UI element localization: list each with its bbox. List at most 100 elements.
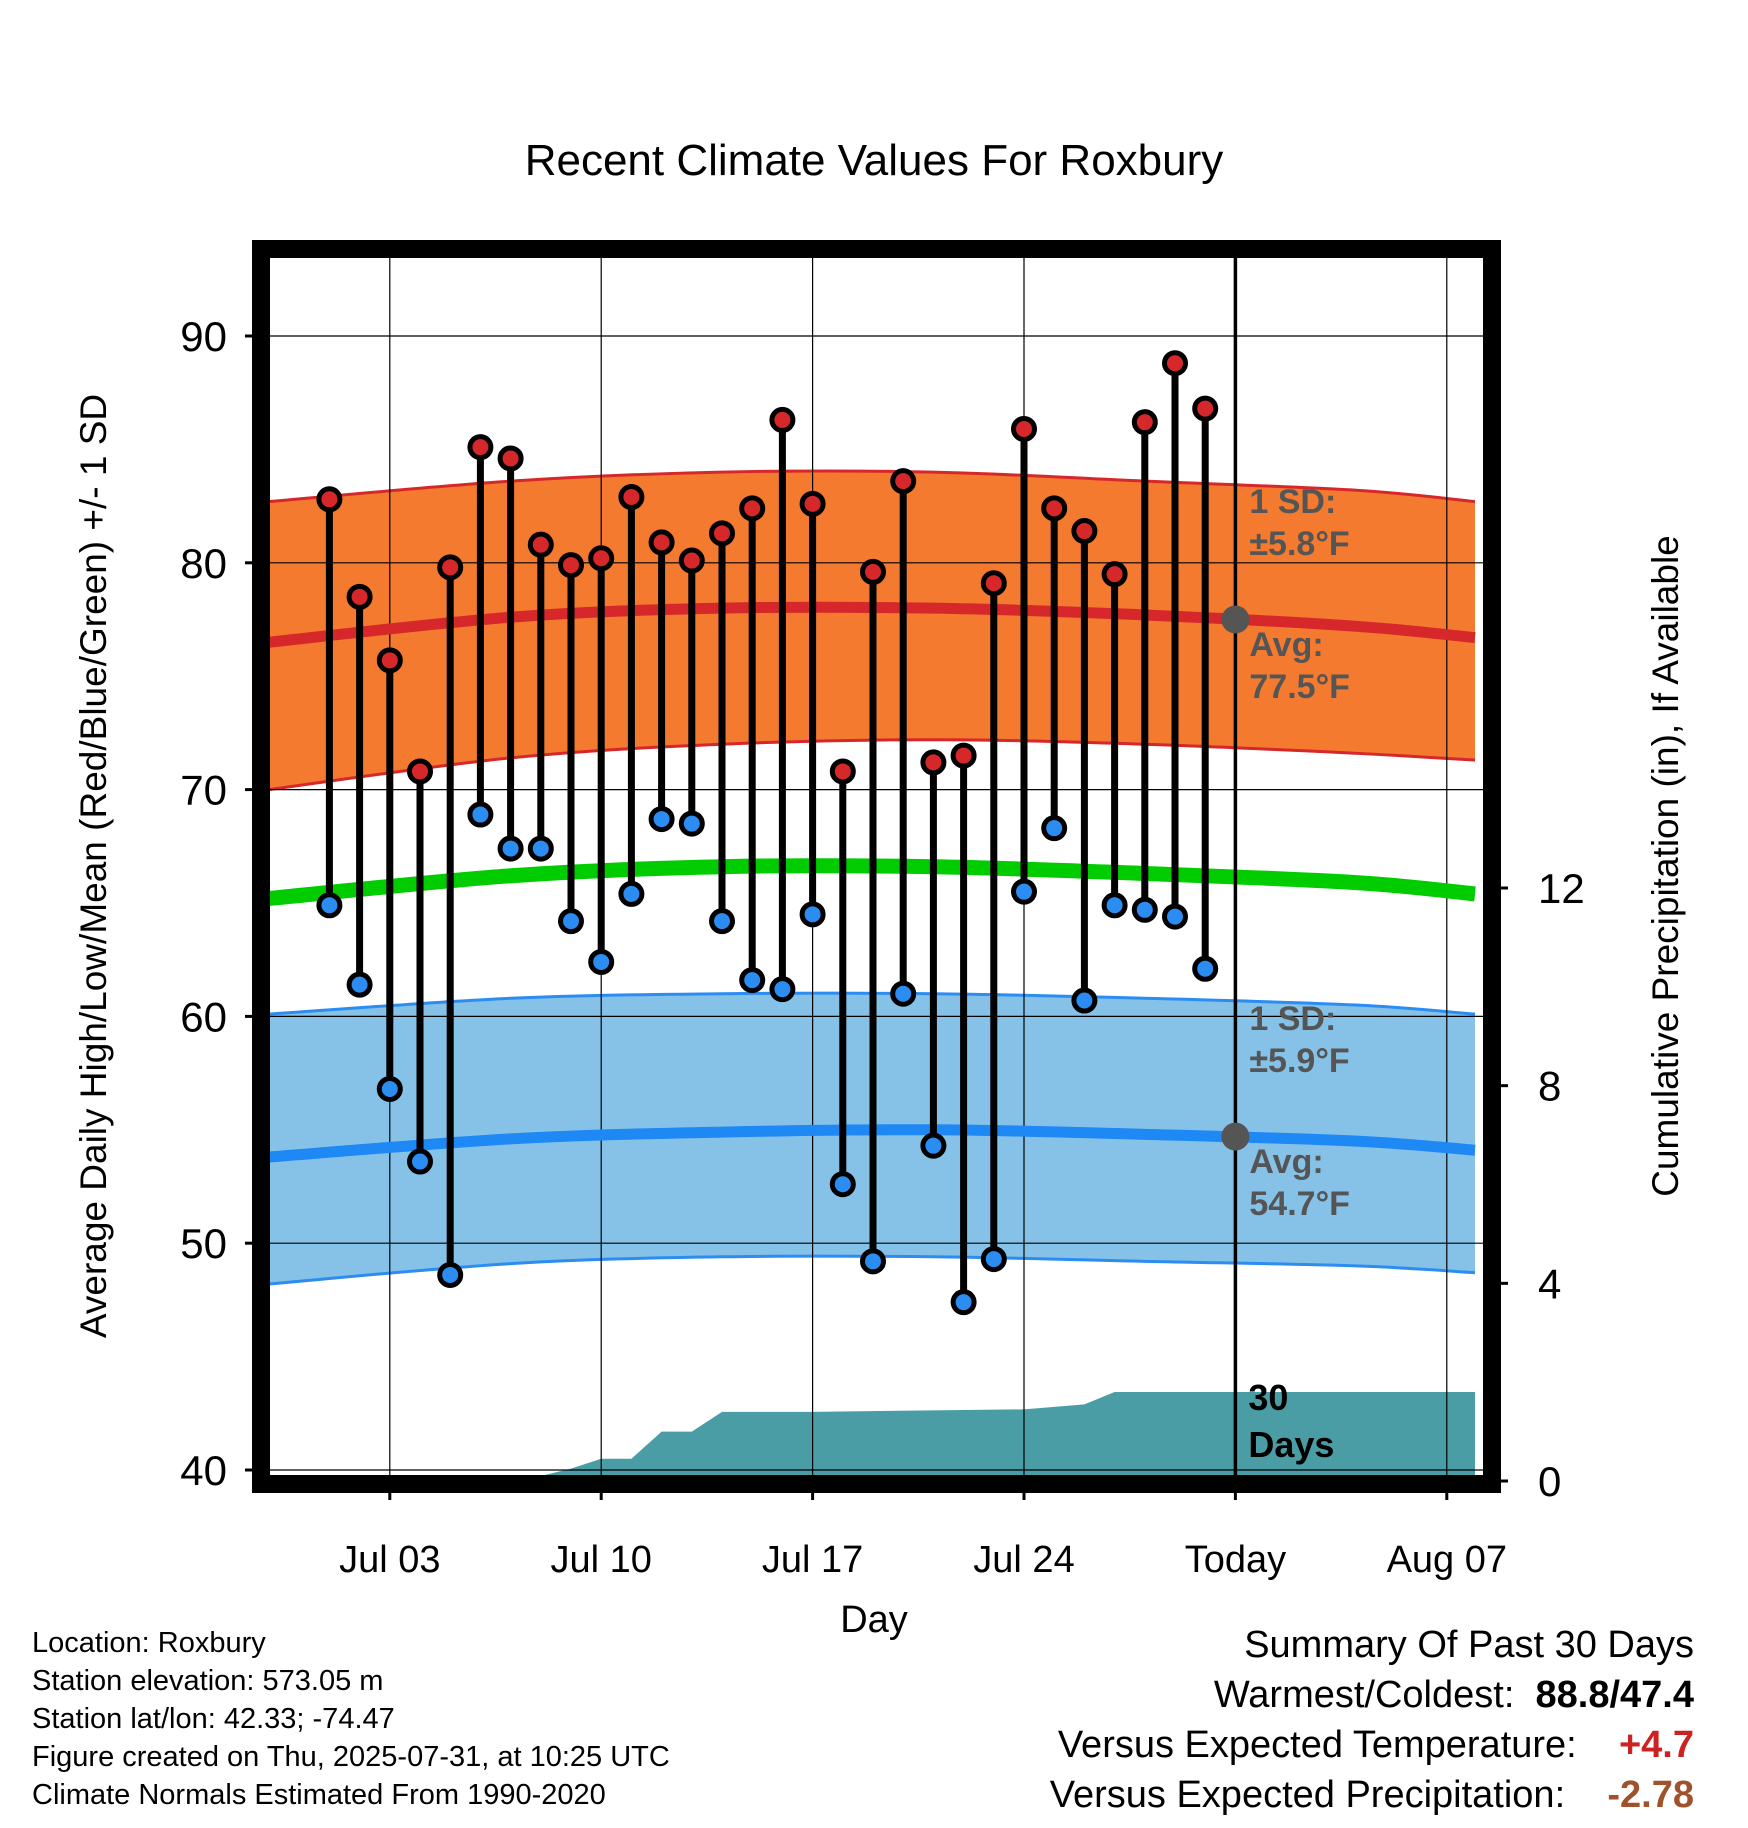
high-point bbox=[1101, 561, 1128, 588]
low-point bbox=[346, 971, 373, 998]
high-normal-line bbox=[268, 601, 1476, 648]
x-tick-label: Jul 17 bbox=[762, 1539, 863, 1581]
low-point bbox=[1192, 955, 1219, 982]
high-point bbox=[1192, 395, 1219, 422]
low-point bbox=[1041, 815, 1068, 842]
station-info: Location: Roxbury Station elevation: 573… bbox=[32, 1624, 670, 1814]
elevation-text: Station elevation: 573.05 m bbox=[32, 1665, 384, 1697]
low-avg-label: Avg: bbox=[1249, 1143, 1323, 1181]
high-point bbox=[769, 406, 796, 433]
created-text: Figure created on Thu, 2025-07-31, at 10… bbox=[32, 1741, 670, 1773]
high-point bbox=[376, 647, 403, 674]
high-lower-edge bbox=[268, 738, 1476, 792]
low-point bbox=[890, 980, 917, 1007]
temp-departure-label: Versus Expected Temperature: bbox=[1057, 1724, 1577, 1766]
chart-title: Recent Climate Values For Roxbury bbox=[525, 136, 1224, 185]
low-point bbox=[769, 976, 796, 1003]
low-point bbox=[709, 908, 735, 935]
sd-annotations: 1 SD: ±5.8°F Avg: 77.5°F 1 SD: ±5.9°F Avg: 54.7… bbox=[1221, 483, 1350, 1465]
low-point bbox=[1131, 896, 1158, 923]
low-point bbox=[678, 810, 705, 837]
precip-departure-row: Versus Expected Precipitation: -2.78 bbox=[1050, 1770, 1694, 1820]
low-point bbox=[497, 835, 524, 862]
low-point bbox=[1071, 987, 1098, 1014]
precip-area bbox=[269, 1392, 1475, 1481]
low-point bbox=[437, 1261, 464, 1288]
high-point bbox=[890, 468, 917, 495]
high-point bbox=[316, 486, 343, 513]
high-point bbox=[1071, 518, 1098, 545]
daily-stems bbox=[325, 363, 1209, 1303]
y-tick-label: 90 bbox=[180, 313, 227, 360]
high-point bbox=[558, 552, 584, 579]
precip-departure-label: Versus Expected Precipitation: bbox=[1049, 1774, 1566, 1816]
window-label-top: 30 bbox=[1248, 1377, 1288, 1418]
low-point bbox=[376, 1075, 403, 1102]
low-today-marker bbox=[1221, 1122, 1250, 1151]
summary-panel: Summary Of Past 30 Days Warmest/Coldest:… bbox=[1050, 1620, 1694, 1820]
high-point bbox=[648, 529, 675, 556]
x-axis-label: Day bbox=[840, 1599, 908, 1641]
low-point bbox=[558, 908, 584, 935]
high-point bbox=[467, 434, 494, 461]
x-tick-label: Aug 07 bbox=[1387, 1539, 1507, 1581]
high-point bbox=[437, 554, 464, 581]
daily-dots bbox=[316, 350, 1219, 1316]
y2-tick-label: 4 bbox=[1538, 1260, 1561, 1307]
warmest-coldest-label: Warmest/Coldest: bbox=[1213, 1674, 1515, 1716]
x-tick-label: Today bbox=[1185, 1539, 1286, 1581]
high-point bbox=[920, 749, 947, 776]
low-point bbox=[739, 967, 766, 994]
x-tick-label: Jul 10 bbox=[550, 1539, 651, 1581]
high-avg-value: 77.5°F bbox=[1249, 668, 1350, 706]
low-point bbox=[648, 806, 675, 833]
low-point bbox=[588, 948, 615, 975]
axes: 40 50 60 70 80 90 0 4 8 12 Jul 03 Jul 10 Jul 17 Jul 2… bbox=[180, 313, 1584, 1581]
window-label-bottom: Days bbox=[1248, 1424, 1334, 1465]
temp-departure-row: Versus Expected Temperature: +4.7 bbox=[1050, 1720, 1694, 1770]
high-today-marker bbox=[1221, 605, 1250, 634]
low-point bbox=[860, 1248, 886, 1275]
low-point bbox=[829, 1171, 856, 1198]
low-point bbox=[980, 1246, 1007, 1273]
high-point bbox=[980, 570, 1007, 597]
plot-frame bbox=[252, 240, 1501, 1493]
warmest-coldest-row: Warmest/Coldest: 88.8/47.4 bbox=[1050, 1670, 1694, 1720]
high-point bbox=[1011, 415, 1037, 442]
temp-departure-value: +4.7 bbox=[1618, 1724, 1694, 1766]
y2-tick-label: 0 bbox=[1538, 1458, 1561, 1505]
y-tick-label: 50 bbox=[180, 1220, 227, 1267]
high-point bbox=[1162, 350, 1188, 377]
low-point bbox=[950, 1289, 977, 1316]
low-point bbox=[407, 1148, 433, 1175]
y2-tick-label: 8 bbox=[1538, 1063, 1561, 1110]
low-avg-value: 54.7°F bbox=[1249, 1185, 1350, 1223]
high-point bbox=[618, 484, 645, 511]
y-tick-label: 40 bbox=[180, 1447, 227, 1494]
high-point bbox=[829, 758, 856, 785]
normal-lines bbox=[268, 249, 1476, 1484]
high-point bbox=[1131, 409, 1158, 436]
high-point bbox=[527, 531, 554, 558]
high-point bbox=[709, 520, 735, 547]
high-point bbox=[860, 558, 886, 585]
high-point bbox=[739, 495, 766, 522]
low-point bbox=[1101, 892, 1128, 919]
high-point bbox=[1041, 495, 1068, 522]
y-tick-label: 80 bbox=[180, 540, 227, 587]
low-point bbox=[527, 835, 554, 862]
low-sd-label: 1 SD: bbox=[1249, 1000, 1336, 1038]
warmest-coldest-value: 88.8/47.4 bbox=[1535, 1674, 1694, 1716]
x-tick-label: Jul 24 bbox=[973, 1539, 1074, 1581]
low-point bbox=[467, 801, 494, 828]
high-point bbox=[678, 547, 705, 574]
y2-tick-label: 12 bbox=[1538, 865, 1585, 912]
low-point bbox=[799, 901, 826, 928]
x-tick-label: Jul 03 bbox=[339, 1539, 440, 1581]
precip-departure-value: -2.78 bbox=[1607, 1774, 1694, 1816]
high-point bbox=[588, 545, 615, 572]
high-sd-label: 1 SD: bbox=[1249, 483, 1336, 521]
high-point bbox=[799, 490, 826, 517]
low-normal-line bbox=[268, 1124, 1476, 1163]
